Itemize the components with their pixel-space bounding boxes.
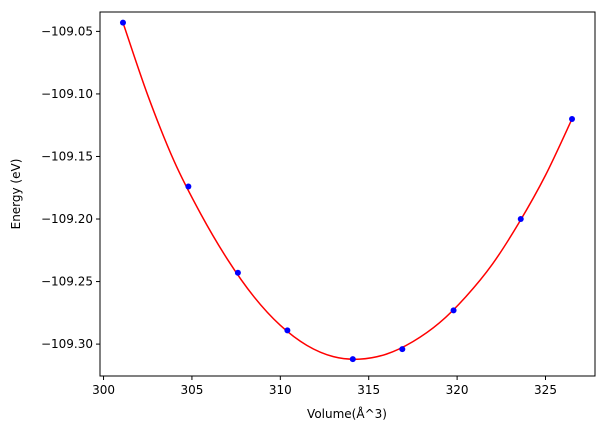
x-tick-label: 305 bbox=[180, 383, 203, 397]
data-point bbox=[450, 307, 457, 314]
plot-area bbox=[100, 12, 595, 376]
y-tick-label: −109.25 bbox=[41, 275, 93, 289]
y-tick-label: −109.05 bbox=[41, 24, 93, 38]
x-tick-label: 325 bbox=[534, 383, 557, 397]
x-tick-label: 310 bbox=[269, 383, 292, 397]
data-point bbox=[284, 327, 291, 334]
y-tick-label: −109.20 bbox=[41, 212, 93, 226]
data-point bbox=[234, 269, 241, 276]
x-axis-ticks: 300 305 310 315 320 325 bbox=[92, 376, 557, 397]
y-tick-label: −109.15 bbox=[41, 149, 93, 163]
x-axis-label: Volume(Å^3) bbox=[307, 406, 387, 421]
data-point bbox=[517, 216, 524, 223]
y-tick-label: −109.10 bbox=[41, 87, 93, 101]
x-tick-label: 300 bbox=[92, 383, 115, 397]
data-point bbox=[569, 115, 576, 122]
data-points-layer bbox=[119, 19, 576, 363]
plot-frame bbox=[99, 11, 596, 377]
fit-curve-line bbox=[122, 22, 573, 360]
data-point bbox=[399, 346, 406, 353]
y-tick-label: −109.30 bbox=[41, 337, 93, 351]
x-tick-label: 320 bbox=[446, 383, 469, 397]
y-axis-ticks: −109.05 −109.10 −109.15 −109.20 −109.25 −109.… bbox=[41, 24, 100, 351]
fit-curve-layer bbox=[122, 22, 573, 360]
data-point bbox=[185, 183, 192, 190]
x-tick-label: 315 bbox=[357, 383, 380, 397]
y-axis-label: Energy (eV) bbox=[9, 159, 23, 230]
data-point bbox=[349, 356, 356, 363]
data-point bbox=[119, 19, 126, 26]
